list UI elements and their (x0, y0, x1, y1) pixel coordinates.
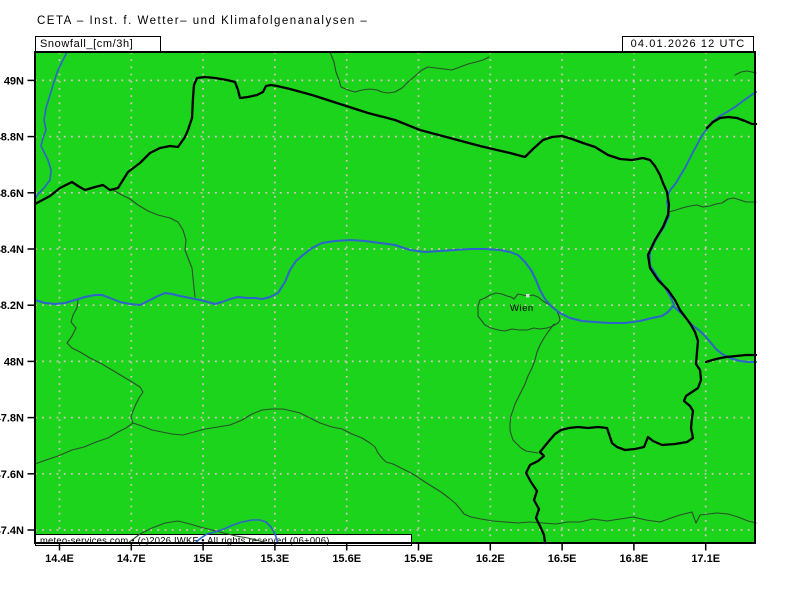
city-label-wien: Wien (510, 303, 534, 314)
x-tick-label: 16.8E (620, 553, 649, 565)
state-border-south (132, 408, 757, 525)
national-border-path (33, 75, 703, 545)
x-tick-label: 17.1E (691, 553, 720, 565)
czsk-border-path (705, 115, 758, 130)
grid-layer (35, 52, 755, 543)
x-tick-label: 15.6E (332, 553, 361, 565)
y-tick-label: 48.4N (0, 244, 24, 256)
march-river-path (649, 91, 757, 306)
y-tick-label: 48N (4, 356, 24, 368)
state-border-southwest (127, 520, 269, 544)
x-tick-label: 15E (193, 553, 213, 565)
axis-layer: 14.4E 14.7E 15E 15.3E 15.6E 15.9E 16.2E 16.5E 16… (0, 75, 720, 565)
national-borders-layer (33, 75, 758, 545)
x-tick-label: 14.4E (45, 553, 74, 565)
y-tick-label: 48.2N (0, 300, 24, 312)
x-tick-label: 16.5E (548, 553, 577, 565)
frame-rect (34, 51, 756, 544)
danube-border-path (704, 353, 758, 364)
x-tick-label: 15.9E (404, 553, 433, 565)
rivers-layer (34, 51, 757, 544)
state-border-east (668, 197, 757, 213)
state-border-northeast (734, 70, 757, 76)
copyright-text: meteo-services.com • (c)2026 IWKF • All … (40, 534, 330, 545)
mur-river-path (194, 519, 279, 544)
state-border-west (34, 299, 144, 465)
state-border-enns (112, 189, 196, 298)
timestamp-box: 04.01.2026 12 UTC (622, 36, 754, 52)
kamp-river-path (34, 51, 68, 200)
y-tick-label: 47.8N (0, 413, 24, 425)
state-border-vienna-south (509, 323, 555, 454)
danube-river-path (34, 239, 757, 363)
y-tick-label: 47.4N (0, 525, 24, 537)
y-tick-label: 49N (4, 75, 24, 87)
land-area (35, 52, 755, 543)
header-title: CETA – Inst. f. Wetter– und Klimafolgena… (37, 15, 369, 27)
y-tick-label: 48.8N (0, 132, 24, 144)
y-tick-label: 48.6N (0, 188, 24, 200)
x-tick-label: 16.2E (476, 553, 505, 565)
state-border-czech-north (329, 51, 490, 94)
city-marker-wien (526, 294, 530, 298)
x-tick-label: 15.3E (261, 553, 290, 565)
variable-label-box: Snowfall_[cm/3h] (35, 36, 161, 52)
x-tick-label: 14.7E (117, 553, 146, 565)
y-tick-label: 47.6N (0, 469, 24, 481)
